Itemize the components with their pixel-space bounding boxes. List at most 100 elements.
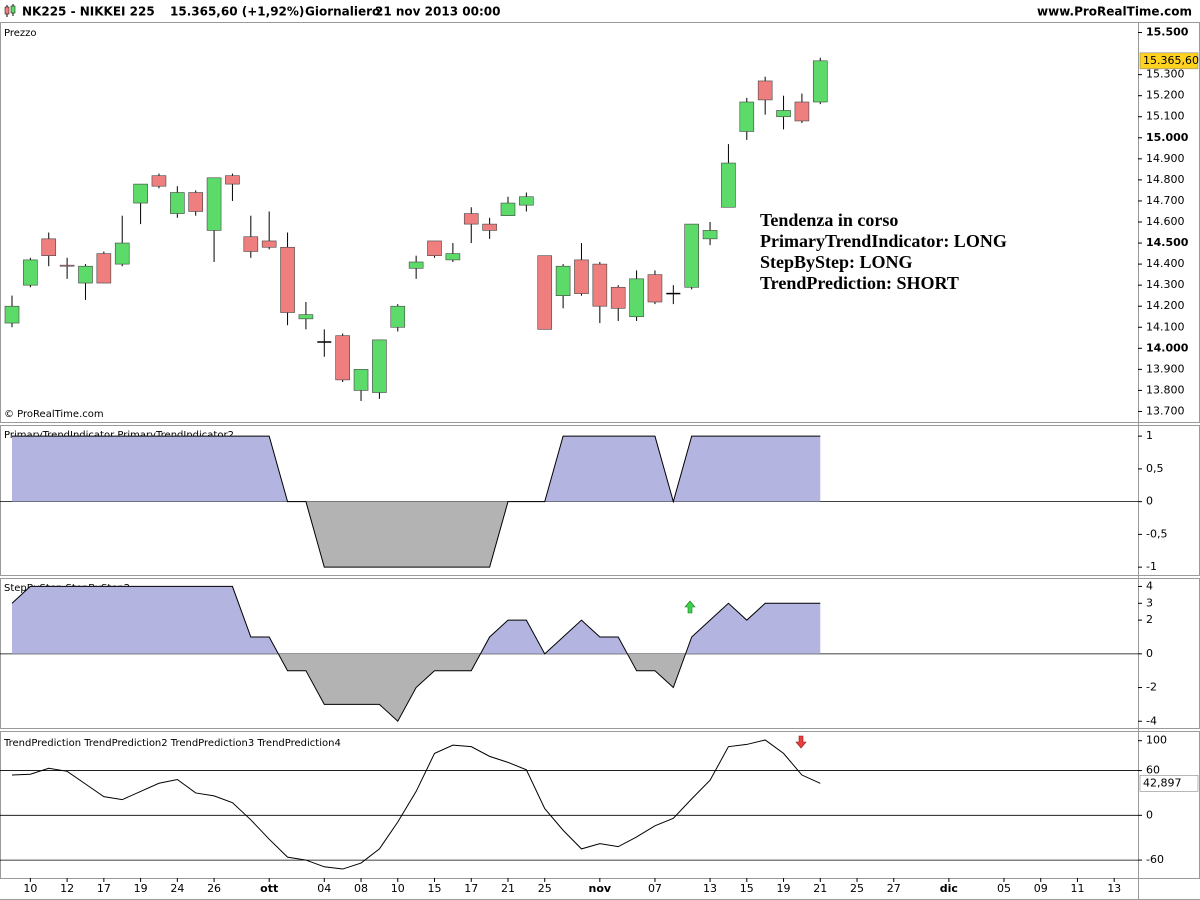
- y-tick-label: 14.200: [1146, 299, 1185, 312]
- y-tick-label: 13.900: [1146, 362, 1185, 375]
- candle-body: [537, 255, 553, 330]
- candle-body: [647, 274, 663, 303]
- y-tick-label: 0,5: [1146, 462, 1164, 475]
- candle-body: [427, 240, 442, 256]
- x-tick-label: 15: [428, 882, 442, 895]
- copyright: © ProRealTime.com: [4, 409, 104, 420]
- x-tick-label: 15: [740, 882, 754, 895]
- candle-body: [592, 263, 608, 307]
- area-fill: [12, 436, 821, 502]
- y-tick-label: 13.800: [1146, 383, 1185, 396]
- candle-body: [794, 101, 810, 122]
- area-line: [12, 435, 821, 568]
- x-tick-label: 04: [317, 882, 331, 895]
- line: [11, 739, 821, 870]
- candle-body: [353, 369, 369, 391]
- y-tick-label: 100: [1146, 734, 1167, 747]
- candle-body: [482, 223, 497, 231]
- signal-arrow-up: [684, 600, 696, 614]
- x-tick-label: 25: [850, 882, 864, 895]
- candle-body: [721, 162, 736, 208]
- last-value-badge: [1139, 775, 1199, 792]
- last-value-label: 15.365,60: [1143, 54, 1199, 67]
- candle-body: [114, 242, 130, 265]
- last-value-label: 42,897: [1143, 776, 1182, 789]
- x-tick-label: 21: [501, 882, 515, 895]
- candle-body: [151, 175, 167, 187]
- candle-body: [776, 110, 791, 118]
- y-tick-label: 14.500: [1146, 236, 1189, 249]
- y-tick-label: -0,5: [1146, 527, 1167, 540]
- y-tick-label: -60: [1146, 853, 1164, 866]
- x-tick-label: 07: [648, 882, 662, 895]
- x-tick-label: 05: [997, 882, 1011, 895]
- candle-body: [41, 238, 57, 256]
- x-tick-label: 17: [464, 882, 478, 895]
- candle-body: [610, 286, 626, 309]
- y-tick-label: 15.200: [1146, 89, 1185, 102]
- y-tick-label: 14.400: [1146, 257, 1185, 270]
- y-tick-label: 14.900: [1146, 152, 1185, 165]
- candle-body: [261, 240, 277, 248]
- candle-body: [372, 339, 387, 393]
- site: www.ProRealTime.com: [1037, 5, 1192, 19]
- candle-body: [757, 80, 773, 101]
- y-tick-label: 13.700: [1146, 404, 1185, 417]
- symbol: NK225 - NIKKEI 225: [22, 5, 155, 19]
- y-tick-label: 14.600: [1146, 215, 1185, 228]
- x-tick-label: 08: [354, 882, 368, 895]
- y-tick-label: 0: [1146, 495, 1153, 508]
- candle-body: [78, 265, 93, 284]
- annotation: TrendPrediction: SHORT: [760, 273, 959, 293]
- x-tick-label: 12: [60, 882, 74, 895]
- candle-body: [280, 246, 295, 313]
- candle-body: [335, 335, 350, 381]
- candle-body: [463, 213, 479, 225]
- x-tick-label: 24: [170, 882, 184, 895]
- x-tick-label: 13: [1107, 882, 1121, 895]
- x-tick-label: 19: [134, 882, 148, 895]
- x-tick-label: ott: [260, 882, 278, 895]
- candle-body: [445, 253, 461, 261]
- annotation: PrimaryTrendIndicator: LONG: [760, 231, 1007, 251]
- candle-body: [408, 261, 424, 269]
- symbol-icon: [4, 4, 16, 17]
- x-tick-label: 13: [703, 882, 717, 895]
- area-fill: [12, 501, 821, 568]
- candle-body: [519, 196, 534, 206]
- y-tick-label: 14.000: [1146, 341, 1189, 354]
- y-tick-label: 0: [1146, 647, 1153, 660]
- y-tick-label: 15.000: [1146, 131, 1189, 144]
- x-tick-label: 21: [813, 882, 827, 895]
- x-tick-label: 19: [777, 882, 791, 895]
- datetime: 21 nov 2013 00:00: [375, 5, 500, 19]
- candle-body: [574, 259, 589, 294]
- y-tick-label: 4: [1146, 579, 1153, 592]
- y-tick-label: 1: [1146, 429, 1153, 442]
- last-value-badge: [1139, 52, 1199, 70]
- x-tick-label: dic: [940, 882, 958, 895]
- candle-body: [298, 314, 314, 320]
- x-tick-label: 25: [538, 882, 552, 895]
- candle-body: [739, 101, 755, 132]
- candle-body: [684, 223, 699, 288]
- candle-body: [629, 278, 644, 318]
- candle-body: [225, 175, 240, 185]
- x-tick-label: 11: [1070, 882, 1084, 895]
- x-tick-label: nov: [589, 882, 612, 895]
- y-tick-label: 14.700: [1146, 194, 1185, 207]
- signal-arrow-down: [795, 735, 807, 749]
- candle-body: [555, 265, 571, 296]
- x-tick-label: 09: [1034, 882, 1048, 895]
- panel-title: TrendPrediction TrendPrediction2 TrendPr…: [3, 738, 341, 749]
- annotation: Tendenza in corso: [760, 210, 898, 230]
- y-tick-label: -4: [1146, 714, 1157, 727]
- y-tick-label: 0: [1146, 808, 1153, 821]
- candle-body: [812, 60, 828, 103]
- area-line: [11, 585, 821, 723]
- y-tick-label: 14.300: [1146, 278, 1185, 291]
- y-tick-label: 3: [1146, 596, 1153, 609]
- candle-body: [59, 264, 75, 267]
- candle-body: [96, 253, 112, 284]
